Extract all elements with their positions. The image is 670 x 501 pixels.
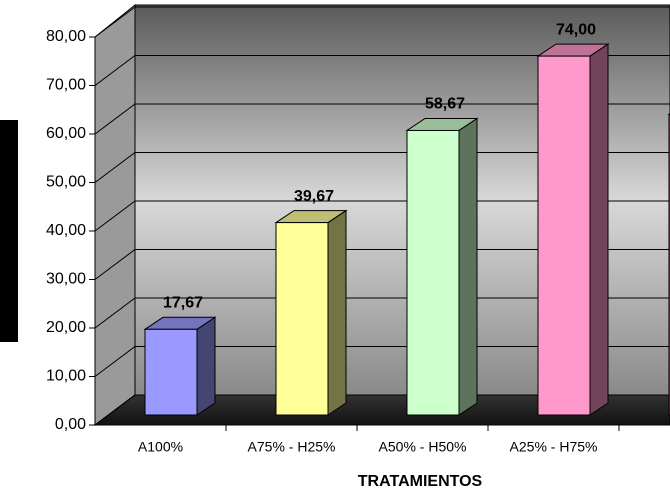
grid-line <box>94 394 670 426</box>
grid-line <box>94 55 670 86</box>
x-tick-label: A100% <box>138 439 183 455</box>
bar <box>537 55 591 416</box>
grid-line <box>94 346 670 377</box>
bar-side <box>589 43 609 416</box>
value-label: 39,67 <box>294 188 334 205</box>
bar <box>144 328 198 416</box>
bar <box>275 222 329 416</box>
bar-side <box>327 209 347 416</box>
value-label: 74,00 <box>556 21 596 38</box>
redacted-y-label <box>0 120 18 342</box>
x-tick-label: A75% - H25% <box>248 439 336 455</box>
y-tick-label: 40,00 <box>46 222 86 239</box>
bar <box>406 129 460 416</box>
bar-side <box>458 117 478 416</box>
grid-line <box>94 152 670 183</box>
grid-line <box>94 6 670 38</box>
y-tick-label: 20,00 <box>46 319 86 336</box>
x-axis-title: TRATAMIENTOS <box>358 473 483 490</box>
bar-side <box>196 316 216 416</box>
y-tick-label: 80,00 <box>46 28 86 45</box>
value-label: 17,67 <box>163 295 203 312</box>
y-tick-label: 50,00 <box>46 174 86 191</box>
y-tick-label: 30,00 <box>46 271 86 288</box>
y-tick-label: 60,00 <box>46 125 86 142</box>
x-tick-label: A25% - H75% <box>510 439 598 455</box>
value-label: 58,67 <box>425 96 465 113</box>
grid-line <box>94 103 670 135</box>
y-tick-label: 10,00 <box>46 368 86 385</box>
y-tick-label: 0,00 <box>55 416 86 433</box>
grid-line <box>94 297 670 329</box>
y-tick-label: 70,00 <box>46 77 86 94</box>
x-tick-label: A50% - H50% <box>379 439 467 455</box>
grid-line <box>94 249 670 280</box>
grid-line <box>94 200 670 232</box>
